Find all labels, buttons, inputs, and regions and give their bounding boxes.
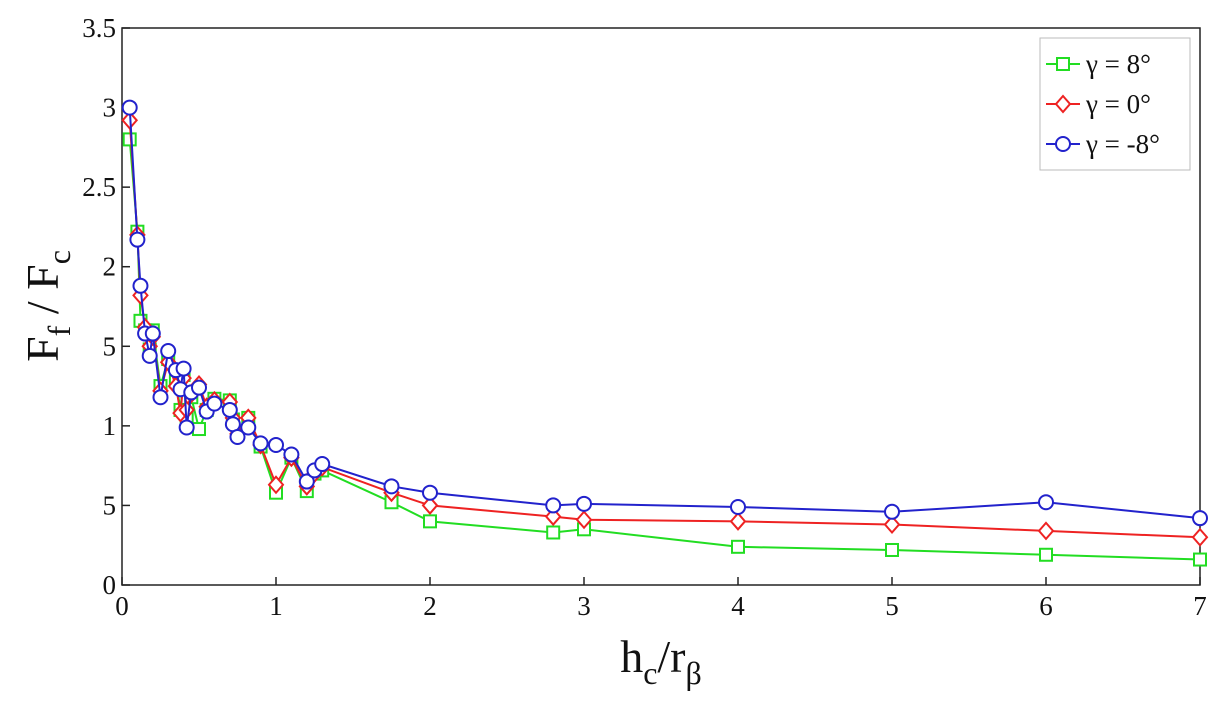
x-label-sub: c (643, 655, 657, 691)
marker (1191, 527, 1209, 547)
x-tick-label: 6 (1039, 591, 1053, 621)
y-label-part: / F (17, 264, 68, 325)
x-axis-label: hc/rβ (620, 631, 702, 691)
x-tick-label: 5 (885, 591, 899, 621)
x-tick-label: 0 (115, 591, 129, 621)
marker (1039, 547, 1053, 562)
marker (206, 395, 223, 412)
x-tick-label: 1 (269, 591, 283, 621)
marker (129, 231, 146, 248)
marker (1054, 94, 1072, 114)
marker (1193, 552, 1207, 567)
marker (421, 495, 439, 515)
marker (314, 456, 331, 473)
marker (545, 497, 562, 514)
marker (730, 499, 746, 516)
x-tick-label: 7 (1193, 591, 1207, 621)
marker (729, 511, 747, 531)
y-label-sub: f (41, 325, 77, 336)
marker (141, 347, 158, 364)
marker (883, 515, 901, 535)
marker (132, 277, 149, 294)
marker (267, 475, 285, 495)
marker (1037, 521, 1055, 541)
marker (240, 419, 257, 436)
marker (544, 507, 562, 527)
marker (221, 401, 238, 418)
legend-label: γ = -8° (1085, 129, 1160, 159)
series-line (128, 120, 1201, 539)
marker (575, 510, 593, 530)
marker (546, 525, 561, 540)
y-tick-label: 5 (103, 490, 117, 520)
marker (160, 343, 177, 360)
marker (191, 379, 207, 396)
x-label-part: /r (657, 631, 685, 682)
marker (144, 325, 161, 342)
marker (229, 428, 246, 445)
marker (422, 484, 438, 501)
y-tick-label: 2.5 (82, 172, 116, 202)
x-label-sub: β (686, 655, 702, 691)
marker (252, 435, 269, 452)
marker (383, 478, 400, 495)
x-tick-label: 4 (731, 591, 745, 621)
marker (152, 389, 169, 406)
marker (192, 422, 206, 437)
y-tick-label: 1 (103, 411, 117, 441)
y-tick-label: 0 (103, 570, 117, 600)
legend-label: γ = 0° (1085, 89, 1151, 119)
marker (175, 360, 192, 377)
plot-frame (121, 27, 1201, 586)
y-tick-label: 3 (103, 93, 117, 123)
marker (1056, 57, 1070, 71)
x-label-part: h (620, 631, 643, 682)
y-label-part: F (17, 336, 68, 362)
marker (178, 419, 195, 436)
marker (1192, 510, 1208, 527)
marker (1038, 494, 1054, 511)
y-tick-label: 5 (103, 331, 117, 361)
marker (731, 539, 745, 554)
x-tick-label: 2 (423, 591, 437, 621)
marker (298, 473, 315, 490)
marker (884, 503, 900, 520)
marker (268, 436, 284, 453)
legend-label: γ = 8° (1085, 49, 1151, 79)
marker (1055, 136, 1071, 152)
marker (885, 542, 899, 557)
y-axis-label: Ff / Fc (17, 250, 77, 362)
marker (576, 495, 592, 512)
marker (283, 446, 300, 463)
y-tick-label: 3.5 (82, 13, 116, 43)
x-tick-label: 3 (577, 591, 591, 621)
marker (121, 99, 138, 116)
marker (423, 514, 437, 529)
y-label-sub: c (41, 250, 77, 264)
series-line (128, 139, 1201, 561)
y-tick-label: 2 (103, 252, 117, 282)
